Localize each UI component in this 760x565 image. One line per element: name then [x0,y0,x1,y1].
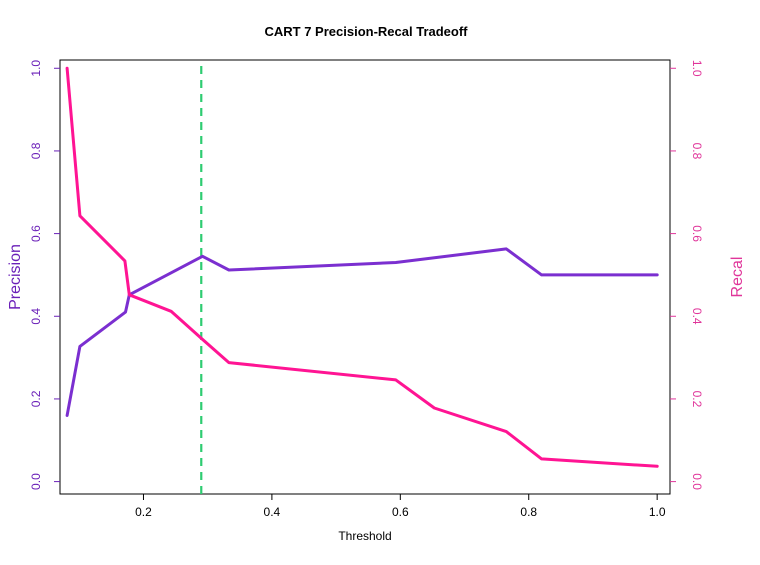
y-right-tick-label: 0.4 [690,308,704,325]
y-axis-precision: 0.0 0.2 0.4 0.6 0.8 1.0 [29,60,60,490]
y-axis-label-precision: Precision [7,244,24,310]
recall-line [65,66,659,468]
y-left-tick-label: 1.0 [29,60,43,77]
y-right-tick-label: 0.6 [690,225,704,242]
y-left-tick-label: 0.0 [29,473,43,490]
x-tick-label: 0.8 [520,505,537,519]
chart-title: CART 7 Precision-Recal Tradeoff [265,24,469,39]
x-tick-label: 0.4 [264,505,281,519]
x-tick-label: 0.6 [392,505,409,519]
y-left-tick-label: 0.6 [29,225,43,242]
y-axis-recall: 0.0 0.2 0.4 0.6 0.8 1.0 [670,60,704,490]
x-tick-label: 1.0 [649,505,666,519]
x-axis: 0.2 0.4 0.6 0.8 1.0 [135,494,666,519]
y-right-tick-label: 0.0 [690,473,704,490]
precision-line [65,247,659,417]
y-right-tick-label: 1.0 [690,60,704,77]
plot-frame [59,59,671,495]
y-left-tick-label: 0.8 [29,142,43,159]
y-right-tick-label: 0.2 [690,391,704,408]
y-axis-label-recall: Recal [729,257,746,298]
x-tick-label: 0.2 [135,505,152,519]
y-right-tick-label: 0.8 [690,143,704,160]
x-axis-label: Threshold [338,529,391,543]
y-left-tick-label: 0.4 [29,308,43,325]
y-left-tick-label: 0.2 [29,390,43,407]
